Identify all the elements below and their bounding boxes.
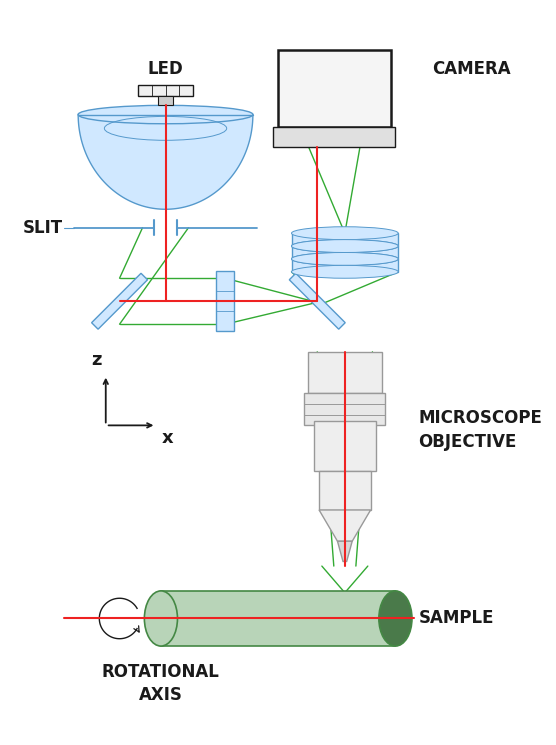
Text: LED: LED xyxy=(148,60,183,77)
Text: SAMPLE: SAMPLE xyxy=(419,609,494,627)
Bar xyxy=(291,259,398,272)
Ellipse shape xyxy=(379,591,412,646)
Polygon shape xyxy=(78,115,253,209)
Ellipse shape xyxy=(78,105,253,124)
Text: CAMERA: CAMERA xyxy=(432,60,511,77)
Polygon shape xyxy=(92,273,147,329)
Ellipse shape xyxy=(291,253,398,265)
Ellipse shape xyxy=(145,591,177,646)
Bar xyxy=(273,127,395,147)
Bar xyxy=(138,85,193,96)
Text: MICROSCOPE
OBJECTIVE: MICROSCOPE OBJECTIVE xyxy=(419,409,542,451)
Bar xyxy=(291,233,398,246)
Text: SLIT: SLIT xyxy=(22,219,62,237)
Bar xyxy=(319,472,371,510)
Polygon shape xyxy=(337,541,352,562)
Text: ROTATIONAL
AXIS: ROTATIONAL AXIS xyxy=(102,662,220,704)
Ellipse shape xyxy=(291,240,398,253)
Bar xyxy=(158,96,173,105)
Bar xyxy=(314,421,376,472)
Polygon shape xyxy=(319,510,371,541)
Ellipse shape xyxy=(291,265,398,278)
Bar xyxy=(277,50,391,127)
Bar xyxy=(304,393,385,425)
Text: x: x xyxy=(162,429,173,447)
Bar xyxy=(161,591,395,646)
Bar xyxy=(308,352,381,393)
Ellipse shape xyxy=(291,226,398,240)
Ellipse shape xyxy=(291,253,398,265)
Polygon shape xyxy=(289,273,345,329)
Text: z: z xyxy=(91,352,102,370)
Ellipse shape xyxy=(291,240,398,253)
Bar xyxy=(291,246,398,259)
Bar xyxy=(216,271,235,331)
